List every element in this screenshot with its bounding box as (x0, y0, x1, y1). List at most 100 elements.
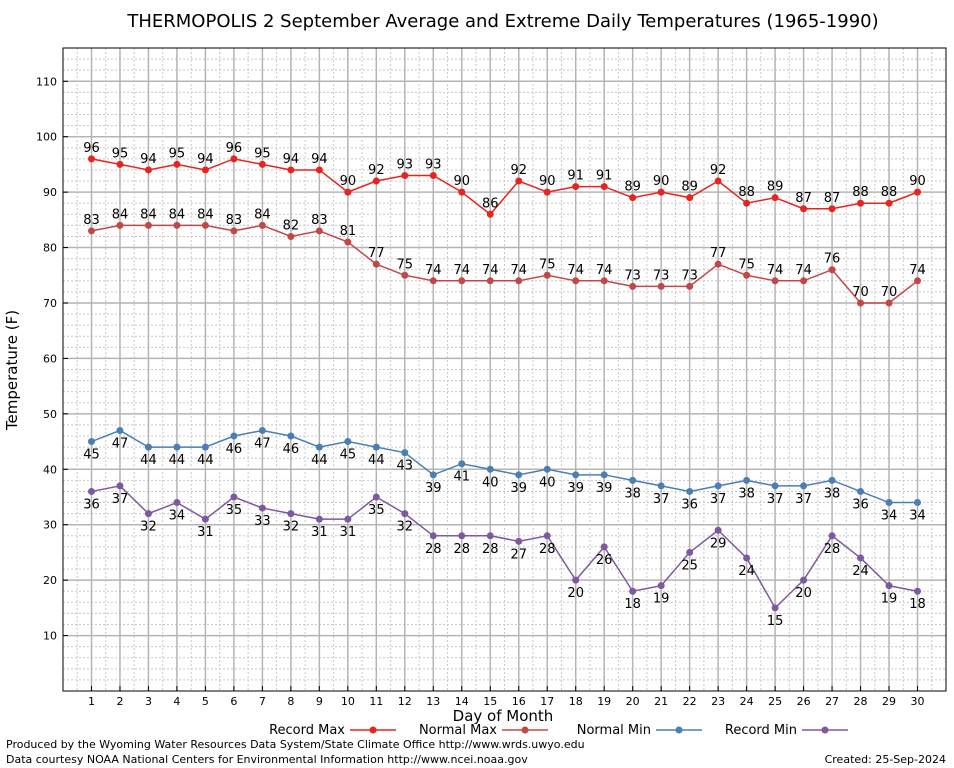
data-point (87, 487, 95, 495)
series-normal-max: 83 84 84 84 84 83 84 82 83 81 77 75 74 74 74 74 75 74 74 73… (83, 207, 926, 307)
data-point (515, 537, 523, 545)
data-label: 26 (596, 553, 613, 568)
data-point (287, 510, 295, 518)
data-point (771, 604, 779, 612)
data-point (515, 277, 523, 285)
data-label: 93 (397, 157, 414, 172)
data-point (828, 476, 836, 484)
data-point (258, 426, 266, 434)
data-label: 95 (112, 146, 129, 161)
series-record-max: 96 95 94 95 94 96 95 94 94 90 92 93 93 90 86 92 90 91 91 89… (83, 141, 926, 218)
x-tick-label: 27 (825, 695, 839, 708)
data-label: 34 (169, 509, 186, 524)
legend-item: Normal Min (577, 723, 702, 738)
data-point (258, 221, 266, 229)
data-label: 77 (710, 246, 727, 261)
data-point (144, 443, 152, 451)
data-point (87, 155, 95, 163)
data-point (828, 532, 836, 540)
data-point (543, 465, 551, 473)
data-label: 90 (909, 174, 926, 189)
data-label: 83 (311, 213, 328, 228)
data-label: 74 (795, 263, 812, 278)
data-point (486, 532, 494, 540)
data-label: 84 (197, 207, 214, 222)
grid (63, 48, 946, 691)
data-point (629, 587, 637, 595)
data-label: 46 (283, 442, 300, 457)
data-point (116, 160, 124, 168)
data-label: 32 (397, 520, 414, 535)
data-point (173, 221, 181, 229)
data-label: 74 (425, 263, 442, 278)
y-tick-label: 90 (43, 186, 57, 199)
data-point (173, 160, 181, 168)
data-label: 34 (909, 509, 926, 524)
data-label: 91 (567, 169, 584, 184)
data-label: 88 (738, 185, 755, 200)
data-point (572, 576, 580, 584)
x-tick-label: 26 (797, 695, 811, 708)
data-label: 37 (112, 492, 129, 507)
data-label: 94 (283, 152, 300, 167)
data-point (116, 482, 124, 490)
data-label: 47 (112, 436, 129, 451)
data-point (287, 432, 295, 440)
data-label: 28 (454, 542, 471, 557)
data-point (657, 582, 665, 590)
data-point (344, 515, 352, 523)
data-point (572, 183, 580, 191)
data-label: 92 (368, 163, 385, 178)
x-tick-label: 7 (259, 695, 266, 708)
data-label: 73 (653, 268, 670, 283)
data-point (458, 188, 466, 196)
data-point (372, 493, 380, 501)
data-label: 94 (197, 152, 214, 167)
data-point (743, 476, 751, 484)
y-tick-label: 30 (43, 519, 57, 532)
data-label: 32 (140, 520, 157, 535)
data-point (657, 282, 665, 290)
x-tick-label: 17 (540, 695, 554, 708)
y-tick-label: 70 (43, 297, 57, 310)
data-point (429, 171, 437, 179)
data-label: 37 (795, 492, 812, 507)
data-point (714, 526, 722, 534)
data-point (629, 282, 637, 290)
data-label: 44 (140, 453, 157, 468)
series-record-min: 36 37 32 34 31 35 33 32 31 31 35 32 28 28 28 27 28 20 26 18… (83, 482, 926, 629)
data-label: 47 (254, 436, 271, 451)
x-tick-label: 8 (287, 695, 294, 708)
data-label: 39 (596, 481, 613, 496)
footer-data-courtesy: Data courtesy NOAA National Centers for … (6, 753, 528, 766)
data-label: 19 (653, 592, 670, 607)
data-point (401, 449, 409, 457)
data-label: 75 (397, 257, 414, 272)
legend-marker (521, 726, 529, 734)
series-line (91, 429, 918, 504)
data-point (857, 199, 865, 207)
data-label: 28 (425, 542, 442, 557)
data-point (344, 188, 352, 196)
data-point (885, 582, 893, 590)
x-tick-label: 15 (483, 695, 497, 708)
data-label: 87 (795, 191, 812, 206)
data-point (144, 221, 152, 229)
data-label: 92 (510, 163, 527, 178)
data-point (116, 221, 124, 229)
data-label: 74 (767, 263, 784, 278)
data-point (600, 471, 608, 479)
x-axis-label: Day of Month (453, 707, 554, 725)
legend-label: Normal Max (419, 723, 497, 738)
data-label: 40 (482, 475, 499, 490)
data-label: 33 (254, 514, 271, 529)
data-label: 90 (653, 174, 670, 189)
legend-item: Normal Max (419, 723, 548, 738)
data-label: 44 (169, 453, 186, 468)
data-label: 91 (596, 169, 613, 184)
data-label: 73 (681, 268, 698, 283)
series-line (91, 485, 918, 610)
data-point (914, 587, 922, 595)
data-label: 92 (710, 163, 727, 178)
